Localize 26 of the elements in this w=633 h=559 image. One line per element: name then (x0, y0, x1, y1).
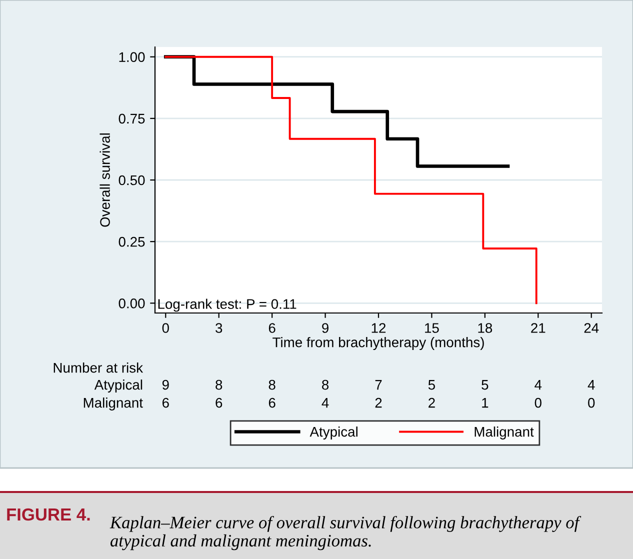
x-axis-title: Time from brachytherapy (months) (272, 337, 484, 350)
x-tick-label: 9 (322, 323, 328, 333)
y-axis-title: Overall survival (100, 133, 110, 227)
x-tick-label: 6 (268, 323, 276, 333)
y-tick-label: 0.50 (118, 175, 145, 186)
y-tick-label: 0.25 (118, 236, 145, 247)
x-tick-label: 24 (584, 323, 599, 333)
x-tick-label: 18 (478, 323, 492, 333)
text: Malignant (84, 398, 143, 410)
y-tick-label: 0.75 (118, 114, 145, 124)
caption: FIGURE 4. (7, 508, 90, 521)
x-tick-label: 3 (216, 323, 222, 333)
text: Kaplan–Meier curve of overall survival following brachytherapy of atypical and malignant meningiomas. (110, 516, 582, 550)
text: Atypical (94, 380, 142, 392)
x-tick-label: 0 (162, 323, 169, 333)
text: 9 8 8 8 7 5 5 4 4 (162, 380, 595, 390)
text: Number at risk (54, 362, 144, 373)
x-tick-label: 12 (372, 323, 386, 333)
legend-label: Malignant (474, 426, 534, 440)
y-tick-label: 1.00 (119, 52, 145, 62)
x-tick-label: 15 (425, 323, 439, 333)
legend-label: Atypical (310, 426, 358, 440)
x-tick-label: 21 (531, 323, 546, 333)
y-tick-label: 0.00 (118, 298, 145, 308)
text: 6 6 6 4 2 2 1 0 0 (162, 398, 595, 408)
annotation: Log-rank test: P = 0.11 (158, 298, 296, 312)
